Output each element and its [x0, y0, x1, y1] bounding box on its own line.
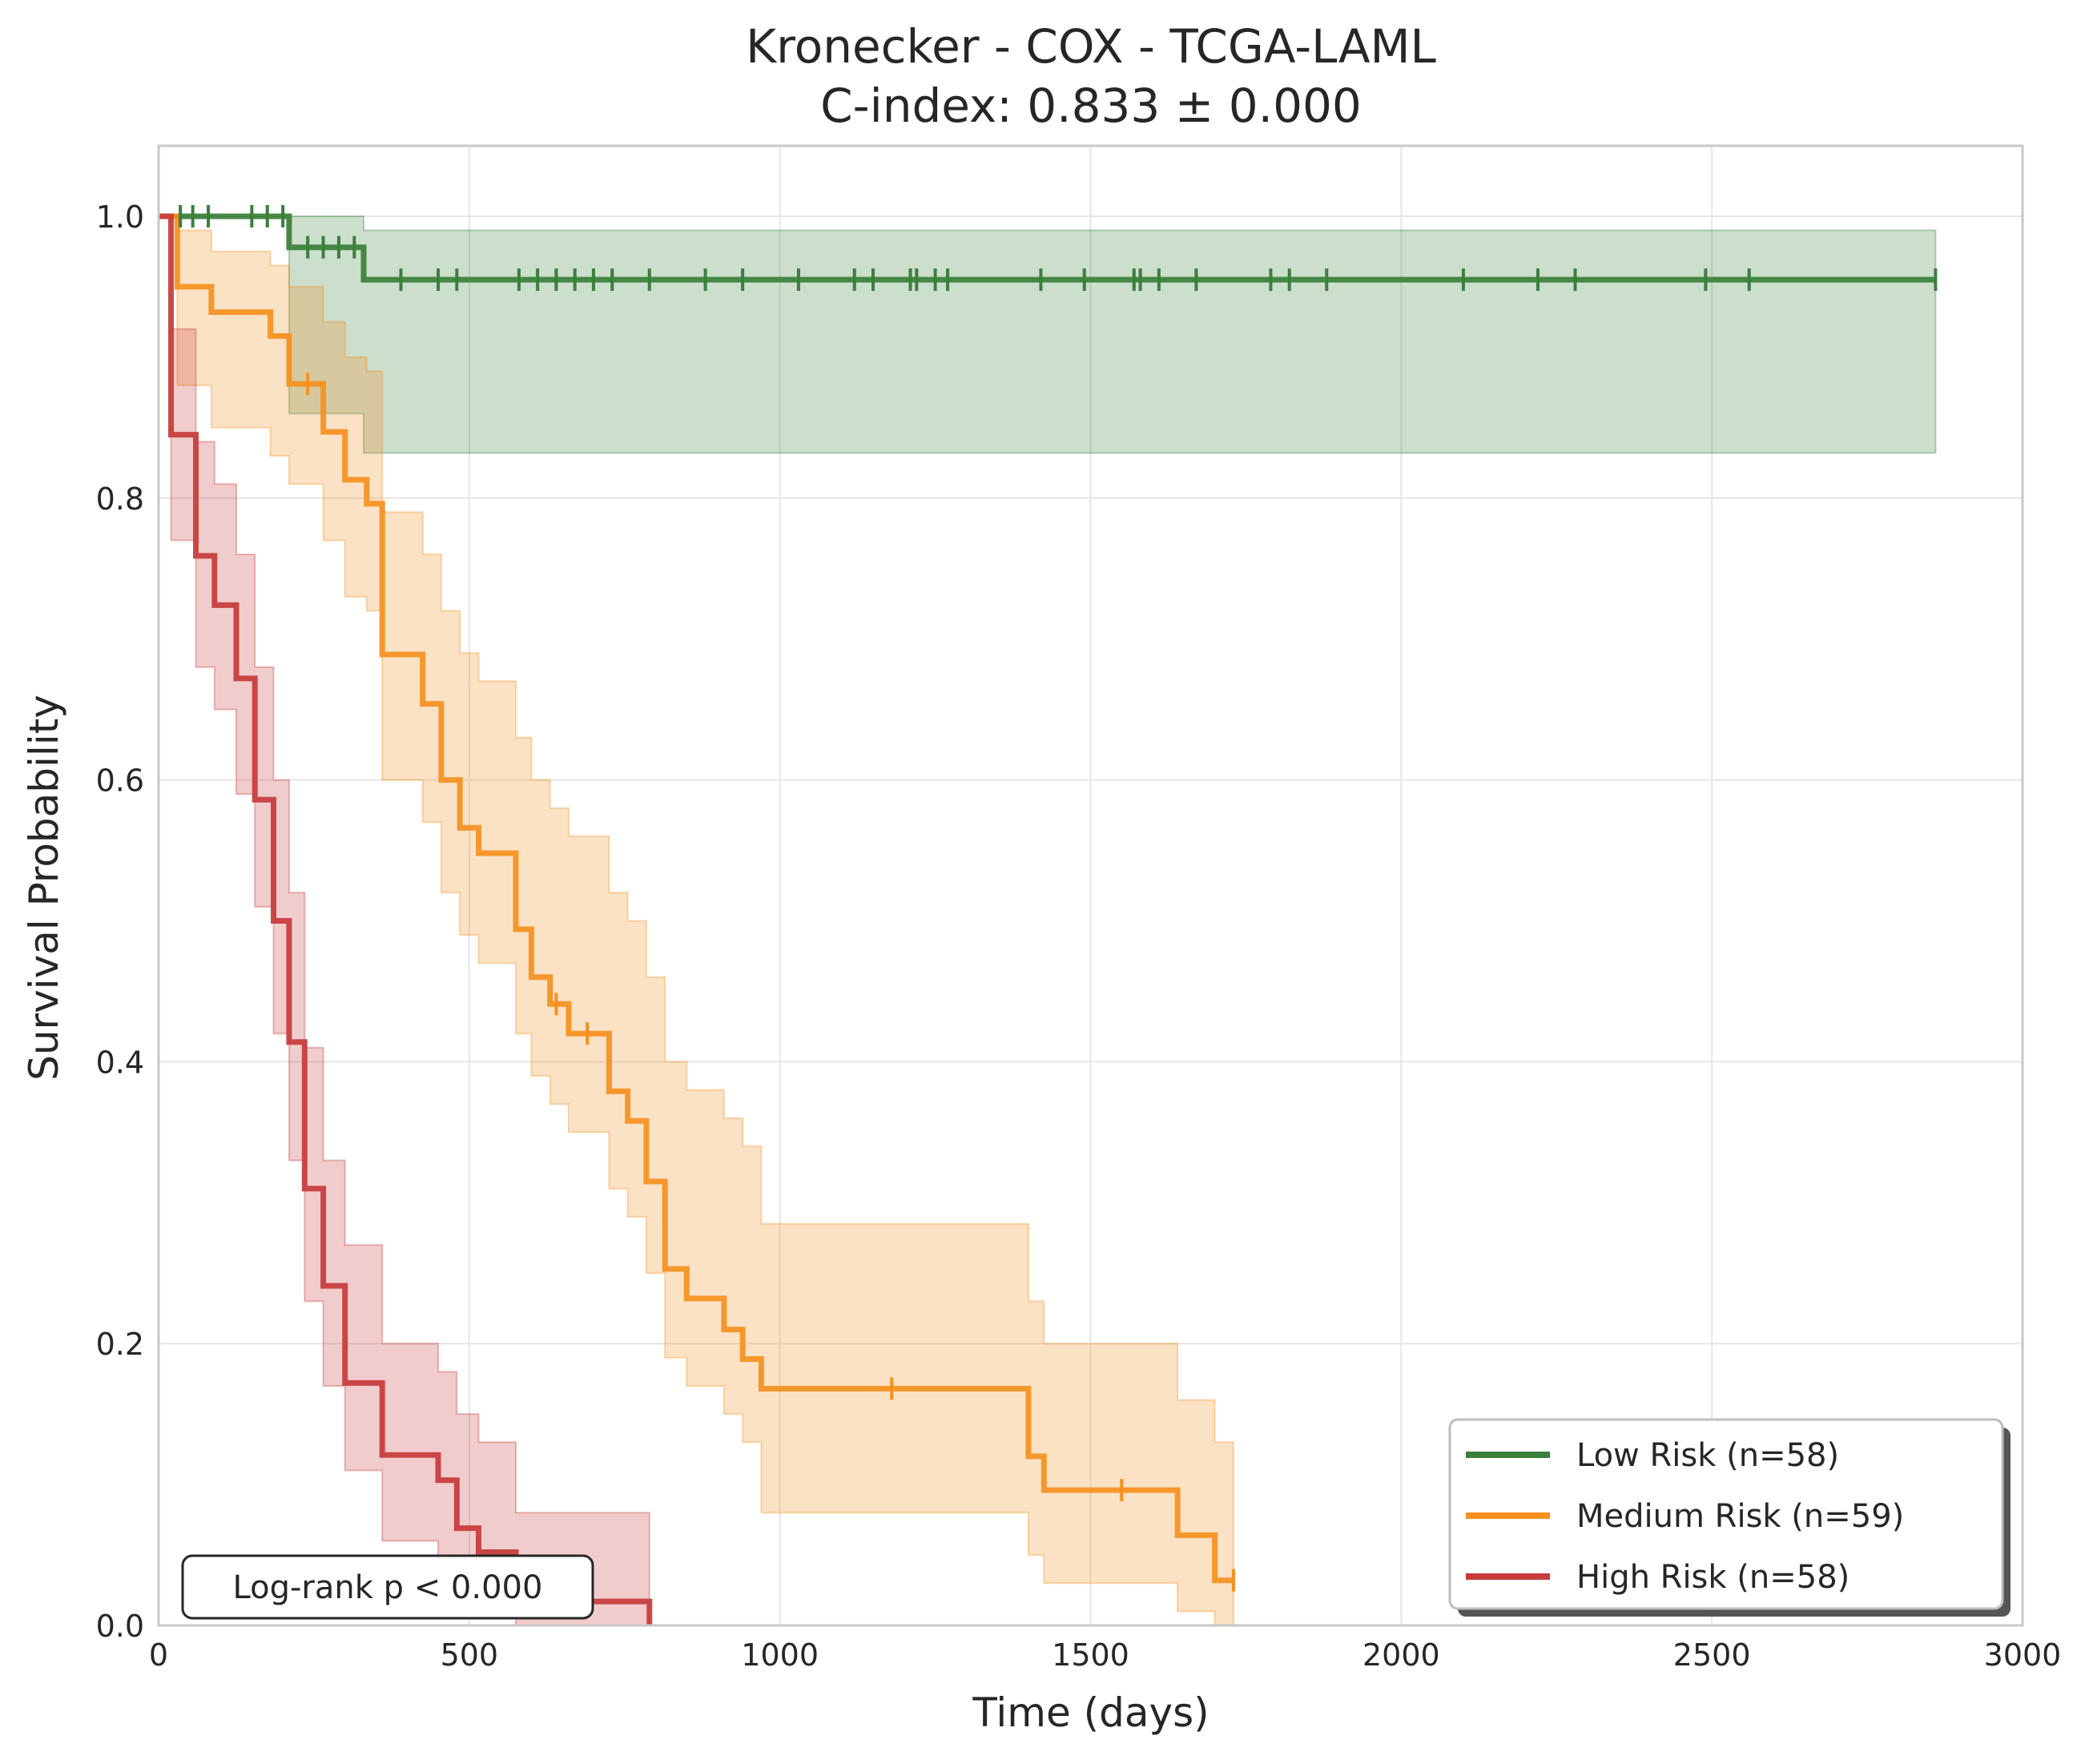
legend-label-2: High Risk (n=58): [1576, 1559, 1849, 1596]
legend-label-1: Medium Risk (n=59): [1576, 1498, 1904, 1535]
x-tick-label: 2500: [1673, 1637, 1751, 1673]
y-tick-label: 1.0: [96, 199, 144, 235]
survival-curve-1: [159, 213, 1234, 1584]
survival-curve-2: [159, 213, 653, 1625]
x-tick-label: 3000: [1984, 1637, 2062, 1673]
chart-title: Kronecker - COX - TCGA-LAML: [746, 19, 1436, 74]
legend-box: [1448, 1418, 2004, 1610]
plot-frame: [157, 144, 2024, 1627]
ci-band-1: [159, 215, 1234, 1626]
legend-label-0: Low Risk (n=58): [1576, 1437, 1839, 1474]
y-tick-label: 0.0: [96, 1609, 144, 1644]
x-tick-label: 2000: [1362, 1637, 1440, 1673]
x-tick-label: 1000: [741, 1637, 819, 1673]
y-axis-ticks: 0.0 0.2 0.4 0.6 0.8 1.0: [96, 199, 144, 1644]
x-tick-label: 0: [149, 1637, 168, 1673]
annotation-box: [181, 1554, 594, 1620]
x-axis-label: Time (days): [972, 1689, 1209, 1736]
censor-marks: [179, 204, 1938, 1592]
y-tick-label: 0.8: [96, 481, 144, 517]
ci-band-2: [159, 215, 650, 1626]
y-tick-label: 0.6: [96, 763, 144, 799]
confidence-bands: [159, 215, 1937, 1626]
log-rank-annotation: Log-rank p < 0.000: [181, 1554, 594, 1620]
x-tick-label: 1500: [1052, 1637, 1129, 1673]
y-tick-label: 0.4: [96, 1045, 144, 1080]
x-tick-label: 500: [441, 1637, 499, 1673]
chart-subtitle: C-index: 0.833 ± 0.000: [820, 79, 1362, 133]
legend: Low Risk (n=58) Medium Risk (n=59) High Ri…: [1448, 1418, 2010, 1617]
y-axis-label: Survival Probability: [21, 695, 67, 1081]
ci-band-0: [159, 215, 1937, 454]
annotation-text: Log-rank p < 0.000: [233, 1569, 543, 1606]
y-tick-label: 0.2: [96, 1327, 144, 1362]
x-axis-ticks: 0 500 1000 1500 2000 2500 3000: [149, 1637, 2061, 1673]
